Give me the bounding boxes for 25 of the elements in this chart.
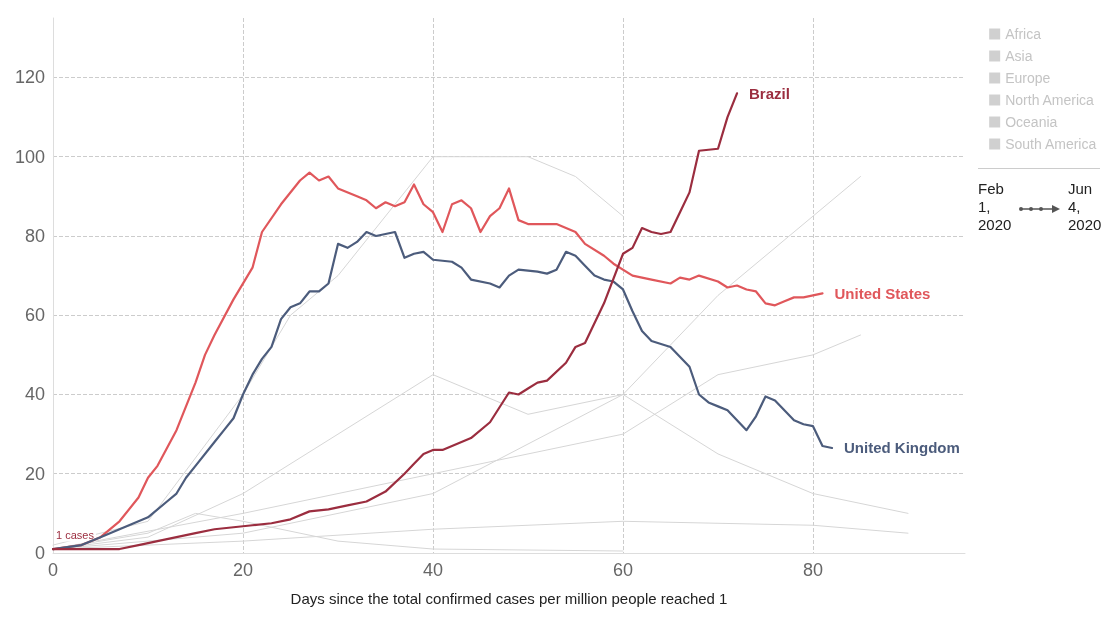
series-label: Brazil <box>749 84 790 102</box>
x-tick-label: 20 <box>232 560 254 580</box>
y-tick-label: 20 <box>24 463 45 484</box>
legend-label: Oceania <box>1005 114 1058 130</box>
legend-label: South America <box>1005 136 1097 152</box>
legend-label: Africa <box>1005 26 1042 42</box>
y-tick-label: 40 <box>24 384 45 405</box>
text: Feb 1, 2020 <box>978 180 1013 234</box>
x-axis-title: Days since the total confirmed cases per million people reached 1 <box>290 590 728 607</box>
y-tick-label: 0 <box>34 543 45 563</box>
x-tick-label: 40 <box>422 560 444 580</box>
x-tick-label: 80 <box>802 560 824 580</box>
x-tick-label: 0 <box>47 560 59 580</box>
text: Jun 4, 2020 <box>1068 180 1103 234</box>
annotation: 1 cases <box>56 529 95 542</box>
y-tick-label: 60 <box>24 305 45 326</box>
legend-label: Asia <box>1005 48 1033 64</box>
series-label: United Kingdom <box>844 439 960 457</box>
y-tick-label: 100 <box>14 146 45 167</box>
legend-label: Europe <box>1005 70 1051 86</box>
y-tick-label: 80 <box>24 225 45 246</box>
x-tick-label: 60 <box>612 560 634 580</box>
series-label: United States <box>834 284 931 302</box>
legend-label: North America <box>1005 92 1095 108</box>
y-tick-label: 120 <box>14 67 45 88</box>
